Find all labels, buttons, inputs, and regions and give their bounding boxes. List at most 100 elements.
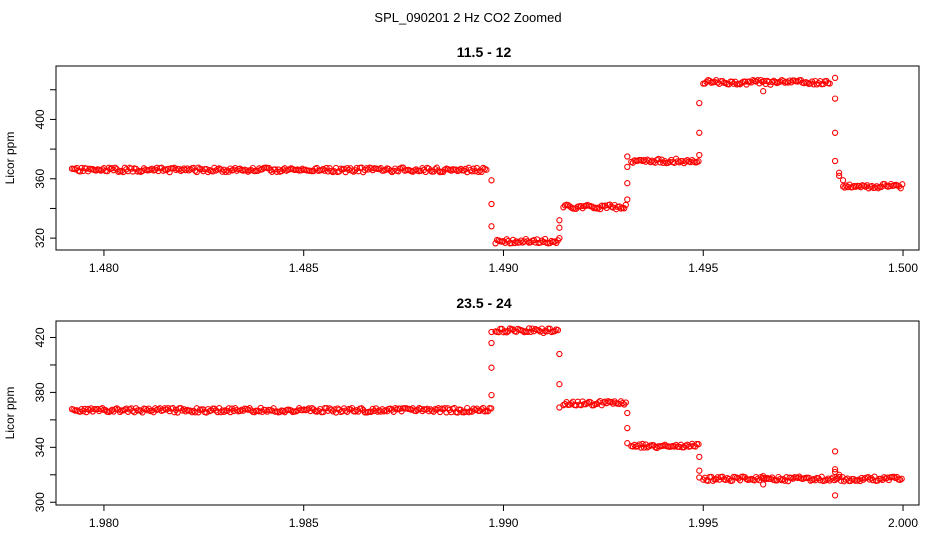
data-point [483, 166, 490, 173]
data-point [475, 168, 482, 176]
data-point [757, 76, 765, 84]
data-point [831, 129, 839, 136]
data-point [835, 471, 843, 478]
data-point [781, 477, 789, 484]
panel-bottom-marks: 1.980 1.985 1.990 1.995 2.000 300 340 380 420 [33, 325, 918, 530]
data-point [112, 164, 119, 171]
data-point [728, 477, 736, 484]
data-point [488, 200, 495, 208]
data-point [624, 153, 631, 160]
panel-bottom-title: 23.5 - 24 [456, 295, 511, 311]
data-point [899, 181, 906, 188]
data-point [658, 156, 665, 163]
data-point [835, 169, 843, 176]
panel-top-marks: 1.480 1.485 1.490 1.495 1.500 320 360 400 [33, 74, 918, 275]
panel-top-ylabel: Licor ppm [3, 132, 17, 185]
data-point [220, 408, 228, 415]
data-point [323, 164, 330, 172]
data-point [622, 201, 629, 209]
figure-title: SPL_090201 2 Hz CO2 Zoomed [374, 10, 561, 25]
y-tick-label: 380 [33, 382, 47, 402]
data-point [621, 205, 628, 212]
x-tick-label: 1.480 [89, 261, 119, 275]
data-point [432, 166, 439, 173]
data-point [655, 155, 662, 163]
y-tick-label: 340 [33, 437, 47, 457]
y-tick-label: 400 [33, 109, 47, 129]
panel-bottom: 23.5 - 24 Licor ppm 1.980 1.985 1.990 1.995… [3, 295, 920, 530]
x-tick-label: 1.990 [488, 516, 518, 530]
data-point [320, 165, 327, 173]
data-point [831, 466, 839, 473]
x-tick-label: 1.490 [488, 261, 518, 275]
data-point [83, 408, 90, 416]
data-point [556, 350, 563, 358]
data-point [695, 441, 702, 448]
data-point [624, 409, 631, 417]
data-point [709, 477, 717, 484]
data-point [622, 399, 629, 406]
data-point [736, 477, 744, 484]
data-point [244, 168, 252, 175]
data-point [624, 196, 631, 203]
data-point [488, 177, 495, 184]
data-point [696, 474, 703, 481]
data-point [784, 477, 792, 485]
data-point [161, 405, 168, 412]
data-point [839, 177, 847, 184]
data-point [696, 99, 703, 107]
data-point [503, 236, 510, 243]
data-point [636, 441, 643, 448]
data-point [525, 325, 533, 332]
panel-top-title: 11.5 - 12 [457, 44, 512, 60]
data-point [556, 224, 563, 231]
data-point [760, 88, 767, 95]
data-point [503, 329, 510, 336]
data-point [880, 474, 888, 481]
data-point [815, 475, 822, 482]
data-point [624, 163, 631, 171]
data-point [352, 408, 359, 415]
data-point [222, 168, 229, 176]
data-point [875, 185, 882, 192]
data-point [696, 129, 703, 136]
data-point [831, 448, 839, 455]
data-point [551, 327, 558, 335]
y-tick-label: 420 [33, 327, 47, 347]
data-point [361, 166, 368, 174]
data-point [488, 223, 495, 230]
data-point [527, 328, 534, 336]
data-point [831, 95, 839, 102]
data-point [524, 328, 531, 336]
x-tick-label: 1.495 [688, 261, 718, 275]
data-point [225, 405, 232, 412]
data-point [551, 238, 558, 245]
data-point [831, 74, 839, 82]
data-point [537, 239, 544, 246]
x-tick-label: 1.985 [289, 516, 319, 530]
data-point [866, 476, 873, 483]
data-point [841, 184, 848, 191]
data-point [695, 158, 702, 165]
x-tick-label: 1.500 [888, 261, 918, 275]
y-tick-label: 360 [33, 168, 47, 188]
data-point [624, 440, 631, 447]
data-point [188, 409, 196, 416]
data-point [639, 440, 646, 448]
data-point [701, 80, 709, 87]
data-point [116, 408, 124, 416]
y-tick-label: 320 [33, 228, 47, 248]
data-point [835, 172, 843, 179]
y-tick-label: 300 [33, 492, 47, 512]
data-point [556, 234, 563, 242]
panel-bottom-ylabel: Licor ppm [3, 387, 17, 440]
data-point [624, 180, 631, 187]
data-point [619, 399, 626, 407]
data-point [334, 405, 341, 412]
data-point [433, 164, 440, 171]
data-point [760, 473, 767, 480]
data-point [554, 326, 562, 334]
data-point [488, 339, 495, 347]
